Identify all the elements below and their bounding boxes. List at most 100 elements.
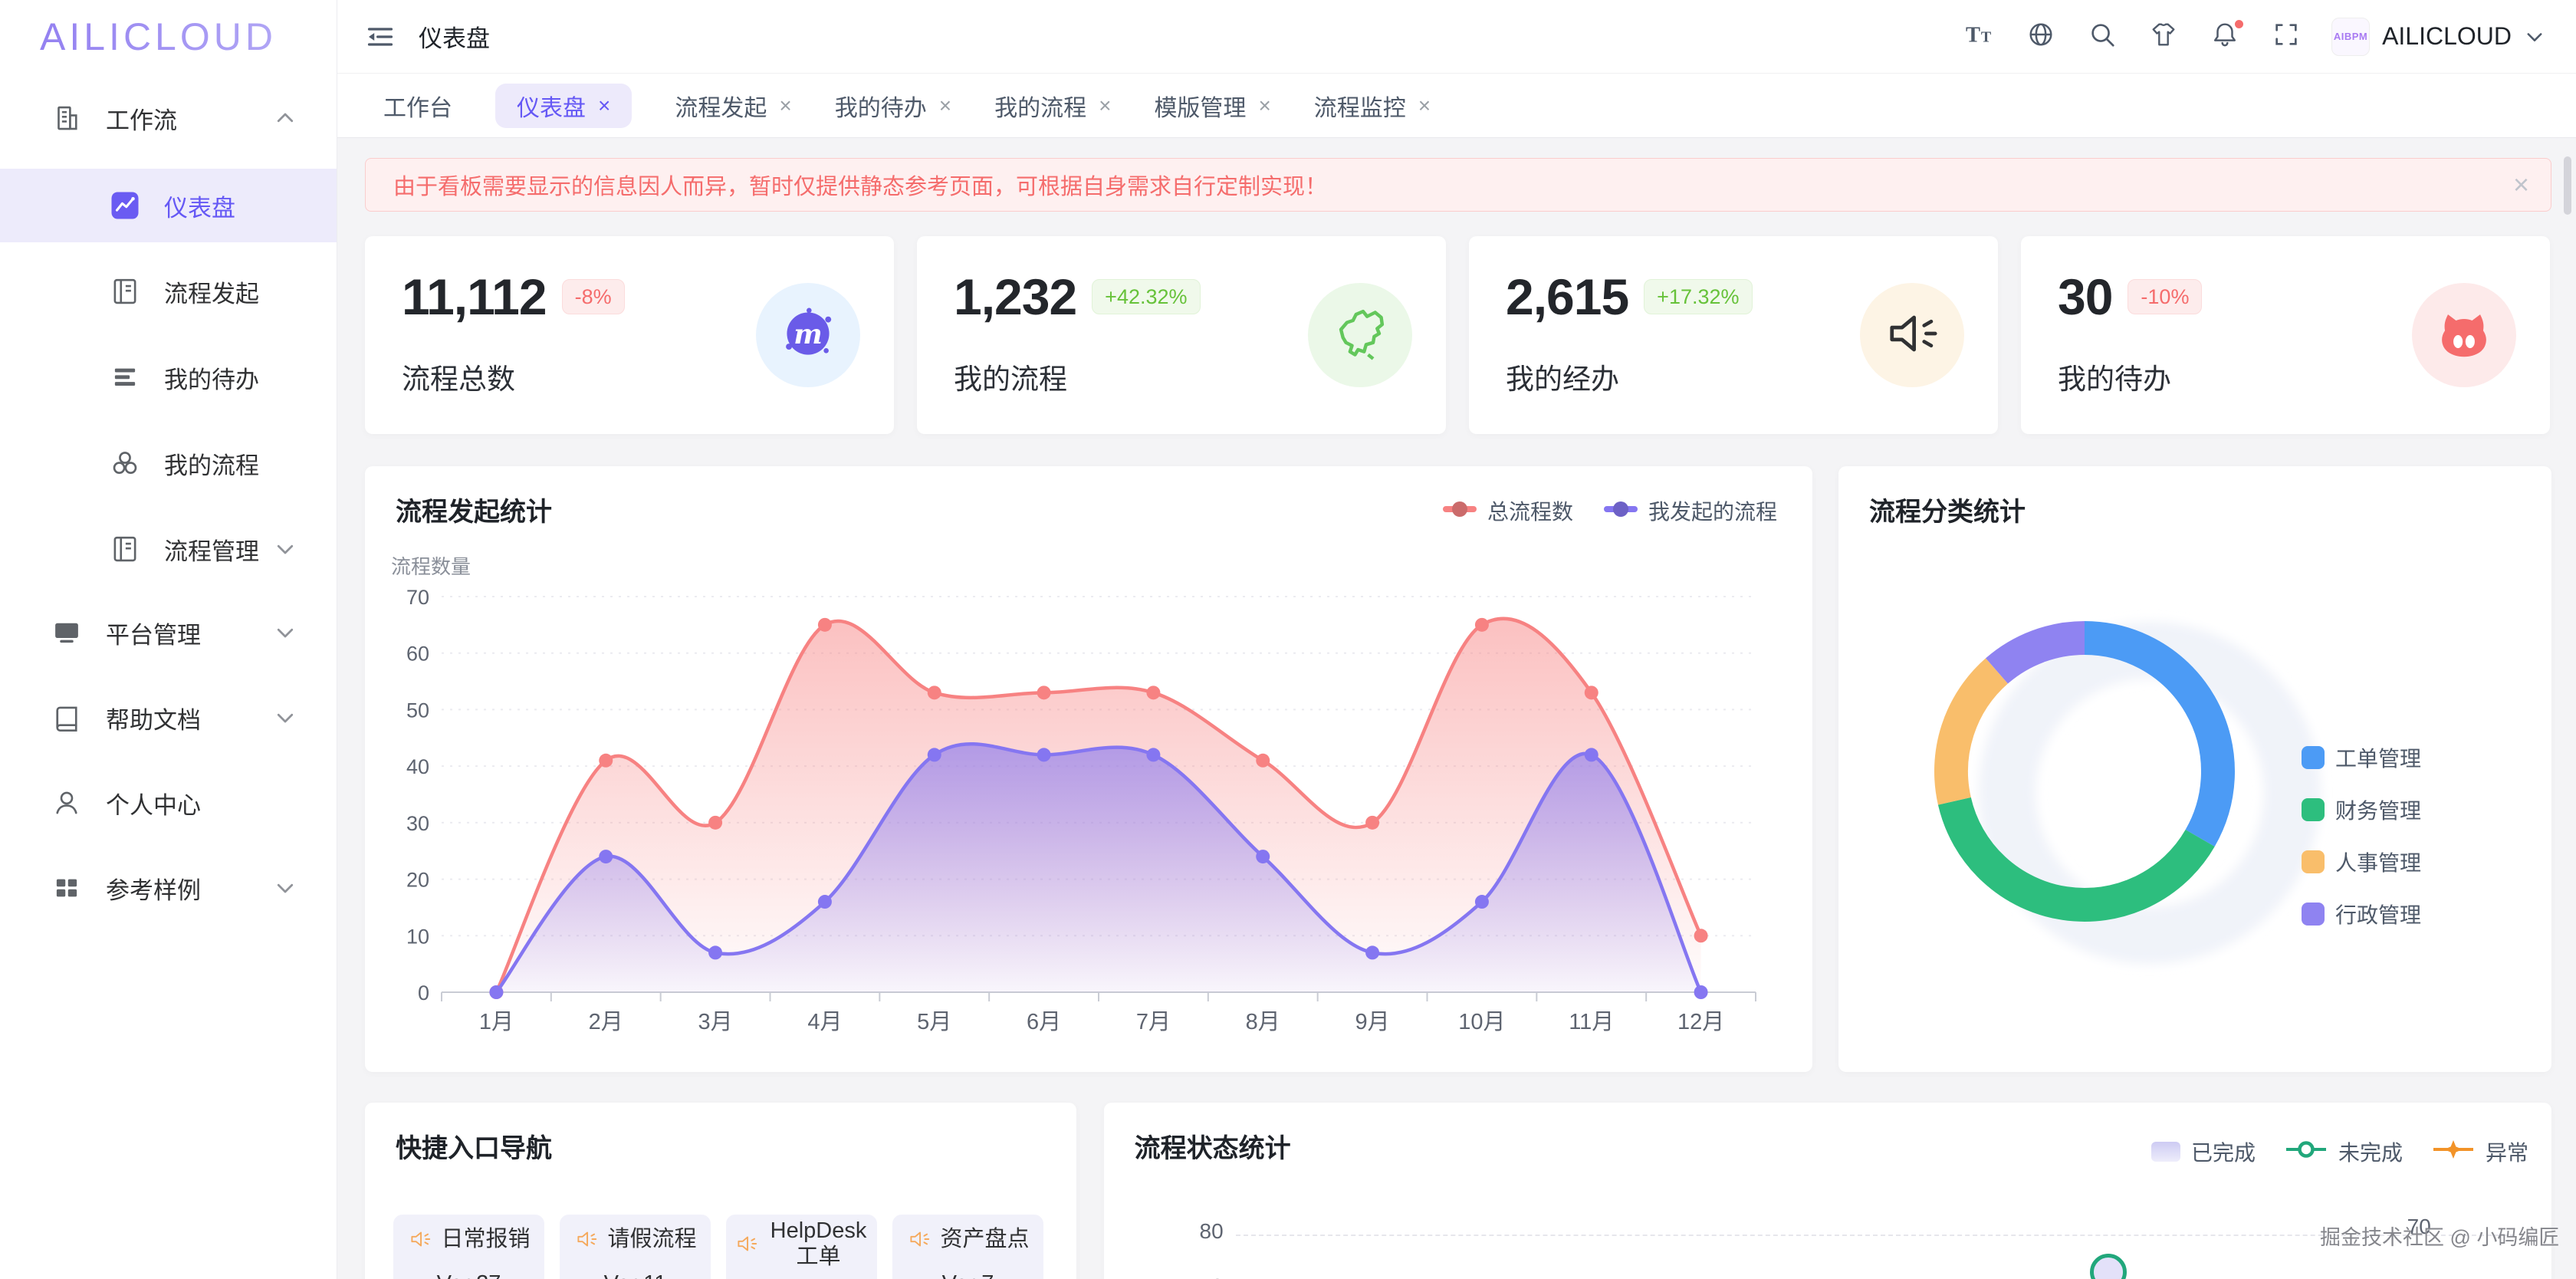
sidebar-item-label: 我的待办 [164,366,259,393]
notifications-button[interactable] [2209,17,2246,53]
svg-text:50: 50 [406,699,429,722]
quick-nav-tile[interactable]: 资产盘点 Ver:7 [892,1215,1043,1279]
sidebar-item-help-docs[interactable]: 帮助文档 [0,683,337,752]
svg-text:11月: 11月 [1569,1010,1614,1034]
language-button[interactable] [2025,21,2057,53]
chevron-up-icon [268,100,303,136]
menu-fold-icon[interactable] [365,20,399,54]
legend-item[interactable]: 人事管理 [2302,847,2421,877]
theme-button[interactable] [2147,21,2180,53]
stat-icon-circle: m [756,283,860,387]
legend-item[interactable]: 财务管理 [2302,794,2421,825]
legend-item[interactable]: 工单管理 [2302,742,2421,773]
speaker-icon [734,1231,760,1257]
quick-nav-tile[interactable]: 日常报销 Ver:27 [393,1215,544,1279]
tab-close-icon[interactable]: × [938,93,952,117]
quick-nav-tile-label: 请假流程 [560,1215,711,1261]
svg-text:10: 10 [406,925,429,948]
svg-text:40: 40 [406,755,429,778]
svg-text:10月: 10月 [1458,1010,1505,1034]
search-button[interactable] [2086,21,2118,53]
legend-item[interactable]: 异常 [2432,1136,2528,1167]
y-axis-tick: 70 [1181,1274,1224,1279]
stat-value-row: 11,112 -8% [402,271,894,322]
tile-version: Ver:7 [892,1271,1043,1279]
tab-process-monitor[interactable]: 流程监控 × [1314,89,1431,123]
legend-item[interactable]: 已完成 [2150,1136,2256,1167]
tab-my-process[interactable]: 我的流程 × [994,89,1111,123]
legend-item[interactable]: 总流程数 [1442,495,1573,526]
sidebar-item-label: 参考样例 [106,876,201,904]
sidebar-item-process-manage[interactable]: 流程管理 [0,512,337,586]
quick-nav-tile[interactable]: 请假流程 Ver:11 [560,1215,711,1279]
sidebar-item-personal-center[interactable]: 个人中心 [0,768,337,837]
sidebar-menu: 工作流仪表盘流程发起我的待办我的流程流程管理平台管理帮助文档个人中心参考样例 [0,74,337,922]
sidebar-item-reference-samples[interactable]: 参考样例 [0,853,337,922]
alert-close-icon[interactable]: × [2512,169,2529,200]
process-initiation-chart-card: 流程发起统计 总流程数 我发起的流程 0 10 20 30 40 50 60 70 1月 2月 3月 4… [365,466,1812,1072]
content: 由于看板需要显示的信息因人而异，暂时仅提供静态参考页面，可根据自身需求自行定制实… [337,138,2576,1279]
legend-label: 人事管理 [2335,851,2422,875]
sidebar-item-platform-manage[interactable]: 平台管理 [0,598,337,667]
tab-label: 模版管理 [1154,95,1247,121]
user-menu[interactable]: AIBPM AILICLOUD [2331,17,2545,56]
shirt-icon [2149,20,2178,53]
tab-workbench[interactable]: 工作台 [383,89,452,123]
scrollbar-thumb[interactable] [2564,156,2571,215]
globe-icon [2026,20,2055,53]
tab-my-todo[interactable]: 我的待办 × [835,89,951,123]
quick-nav-tiles: 日常报销 Ver:27 请假流程 Ver:11 HelpDesk 工单 资产盘点 Ver:7 [393,1215,1043,1279]
legend-marker [2302,903,2325,926]
fullscreen-button[interactable] [2270,21,2302,53]
legend-item[interactable]: 我发起的流程 [1603,495,1777,526]
tile-version: Ver:11 [560,1271,711,1279]
tab-close-icon[interactable]: × [779,93,792,117]
tab-close-icon[interactable]: × [1418,93,1431,117]
trend-badge: -10% [2128,279,2203,314]
sidebar-item-label: 帮助文档 [106,706,201,734]
svg-text:流程数量: 流程数量 [391,555,471,578]
user-icon [49,785,84,820]
sidebar-item-dashboard[interactable]: 仪表盘 [0,169,337,242]
quick-nav-tile[interactable]: HelpDesk 工单 [726,1215,877,1279]
search-icon [2088,20,2117,53]
tab-dashboard[interactable]: 仪表盘 × [495,83,632,128]
stat-card: 1,232 +42.32% 我的流程 [917,236,1446,434]
tab-template-manage[interactable]: 模版管理 × [1154,89,1270,123]
legend-item[interactable]: 行政管理 [2302,899,2421,929]
legend-label: 行政管理 [2335,903,2422,927]
chevron-down-icon [268,700,303,735]
sidebar-item-label: 我的流程 [164,452,259,479]
dashboard-icon [107,188,143,223]
sidebar-item-workflow[interactable]: 工作流 [0,84,337,153]
sidebar-item-my-process[interactable]: 我的流程 [0,426,337,500]
page-title: 仪表盘 [419,25,490,52]
stat-value-row: 1,232 +42.32% [954,271,1446,322]
stat-card: 2,615 +17.32% 我的经办 [1469,236,1998,434]
stat-icon-circle [2412,283,2516,387]
bell-icon [2210,20,2239,53]
sidebar-item-process-start[interactable]: 流程发起 [0,255,337,328]
legend-label: 异常 [2485,1141,2528,1165]
sidebar-item-label: 流程管理 [164,538,259,565]
tab-close-icon[interactable]: × [598,93,611,117]
svg-text:12月: 12月 [1677,1010,1724,1034]
area-chart-legend: 总流程数 我发起的流程 [1442,495,1777,526]
process-status-chart-card: 流程状态统计 已完成 未完成 异常 80 70 70 [1103,1103,2551,1279]
app-logo: AILICLOUD [0,0,337,74]
legend-item[interactable]: 未完成 [2285,1136,2403,1167]
legend-marker [2302,798,2325,821]
tab-process-start[interactable]: 流程发起 × [675,89,791,123]
tab-close-icon[interactable]: × [1099,93,1112,117]
legend-marker [2432,1139,2475,1165]
sidebar-item-my-todo[interactable]: 我的待办 [0,340,337,414]
svg-text:T: T [1981,29,1991,46]
stat-value: 2,615 [1506,268,1629,325]
tab-close-icon[interactable]: × [1258,93,1271,117]
svg-text:4月: 4月 [807,1010,842,1034]
legend-label: 工单管理 [2335,747,2422,771]
tile-label-text: 日常报销 [441,1227,531,1251]
